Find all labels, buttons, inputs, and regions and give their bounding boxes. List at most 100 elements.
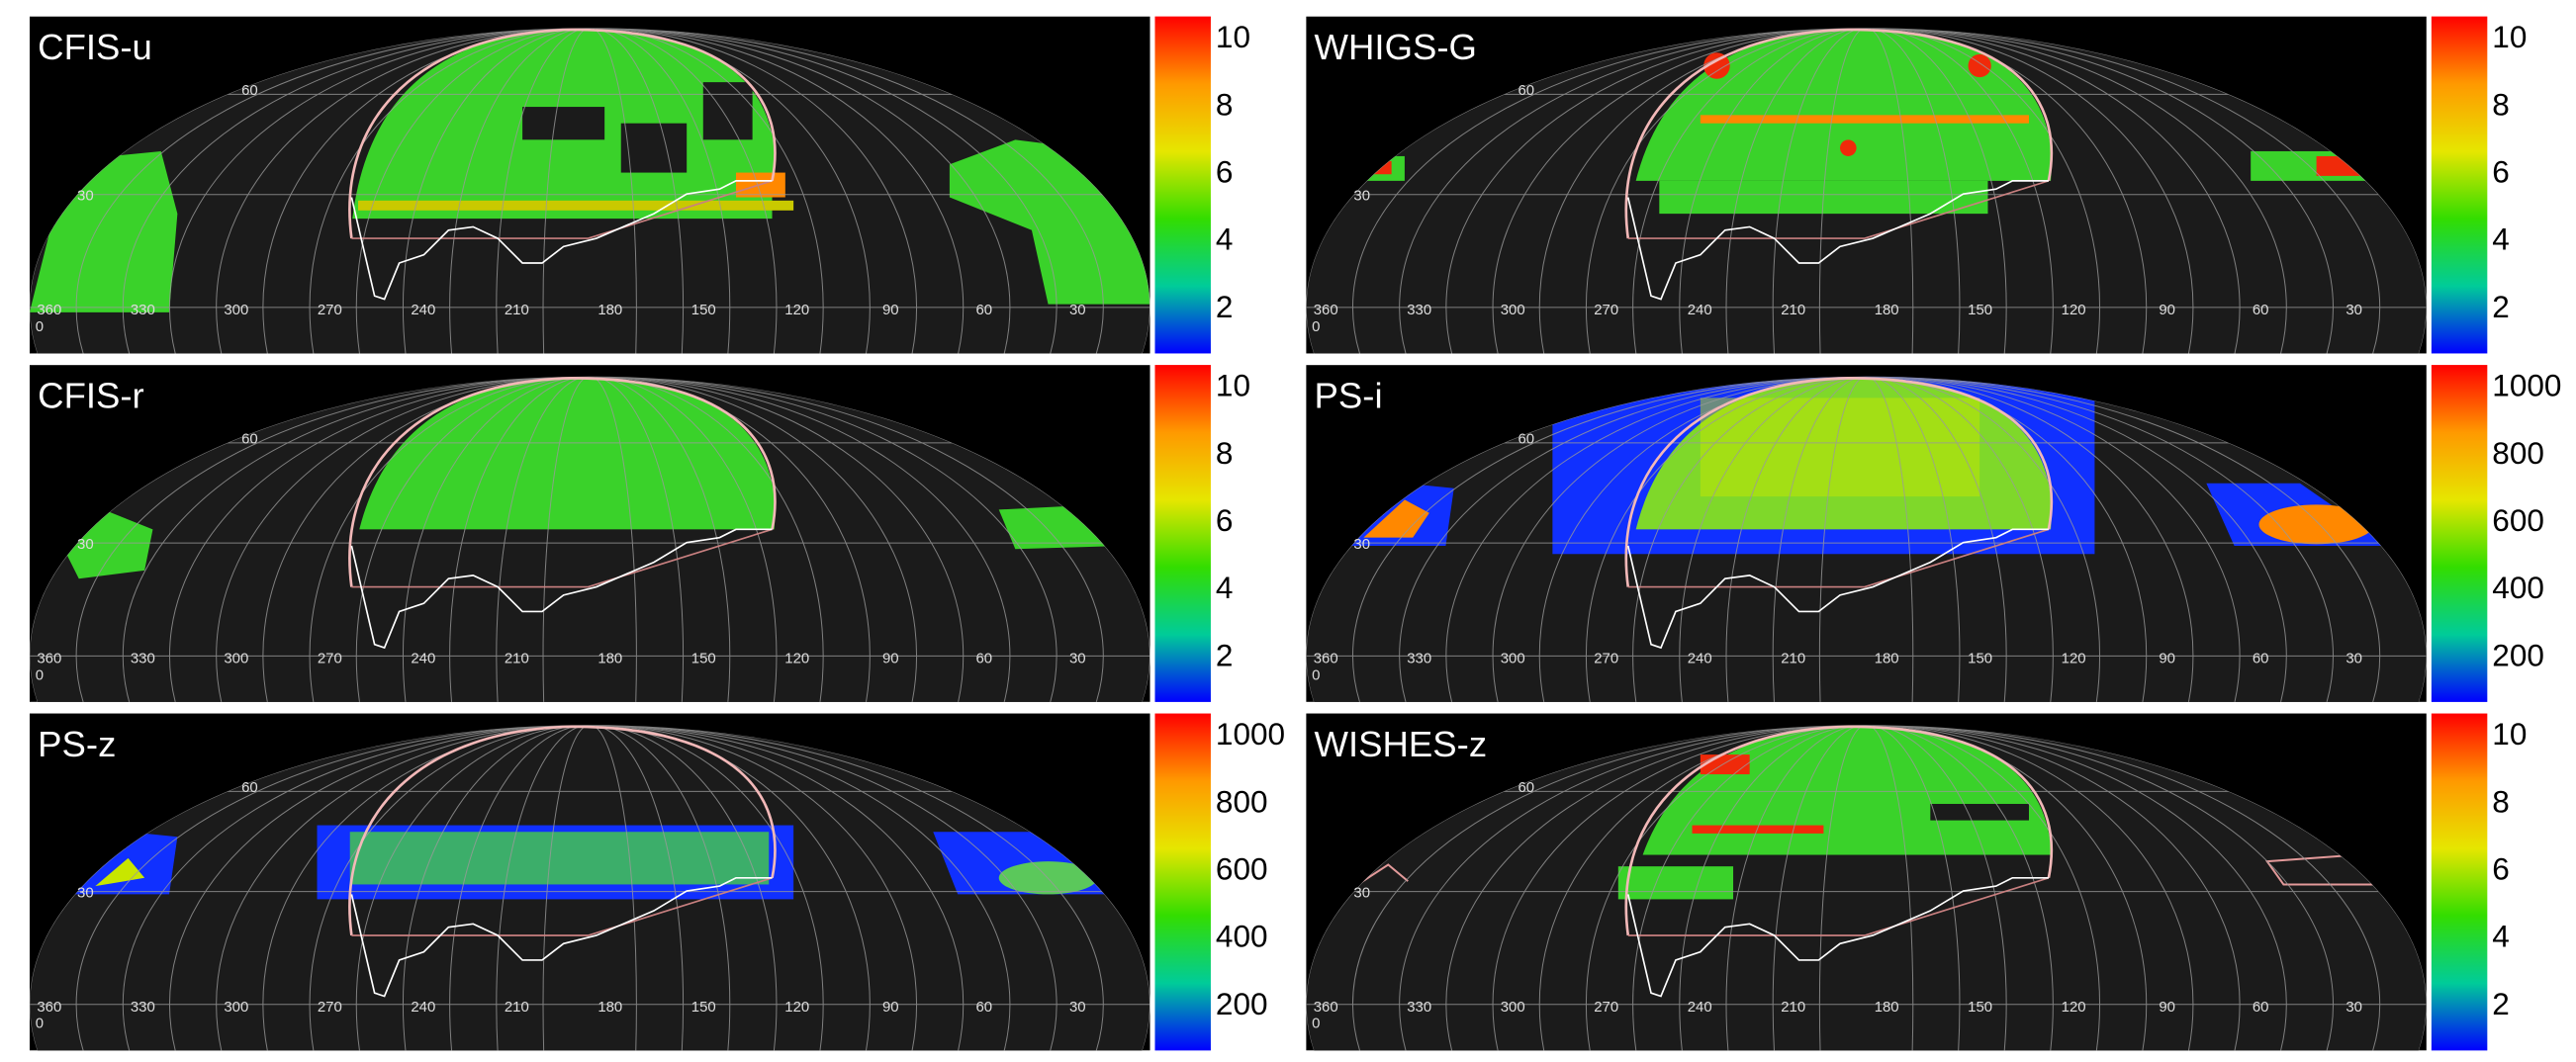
colorbar-tick-label: 6 (2492, 850, 2510, 886)
sky-map-panel: 360 330 300 270 240 210 180 150 120 90 60 3003060CF… (29, 365, 1250, 702)
ra-label: 330 (131, 999, 155, 1016)
ra-label: 240 (1688, 651, 1712, 667)
ra-label: 270 (1594, 651, 1618, 667)
ra-label: 60 (2253, 999, 2269, 1016)
ra-label: 150 (691, 999, 716, 1016)
dec-label: 0 (36, 1016, 44, 1032)
colorbar-tick-label: 2 (2492, 986, 2510, 1021)
coverage-region (1703, 52, 1730, 79)
sky-map-panel: 360 330 300 270 240 210 180 150 120 90 60 3003060CF… (29, 16, 1250, 354)
ra-label: 90 (2159, 651, 2175, 667)
ra-label: 120 (784, 302, 809, 318)
coverage-region (349, 832, 770, 885)
ra-label: 210 (1781, 651, 1805, 667)
colorbar-tick-label: 6 (2492, 154, 2510, 190)
ra-label: 300 (224, 999, 248, 1016)
ra-label: 240 (411, 999, 435, 1016)
survey-footprint (1624, 725, 2054, 936)
ra-label: 270 (318, 999, 342, 1016)
dec-label: 30 (1353, 187, 1370, 204)
dec-label: 30 (1353, 536, 1370, 553)
colorbar-tick-label: 800 (1216, 783, 1268, 819)
colorbar (2431, 713, 2488, 1051)
ra-label: 270 (318, 651, 342, 667)
dec-label: 0 (36, 666, 44, 683)
colorbar-tick-label: 10 (2492, 19, 2527, 54)
colorbar-tick-label: 1000 (1216, 716, 1285, 752)
ra-label: 180 (1875, 651, 1899, 667)
ra-label: 60 (975, 302, 992, 318)
ra-label: 30 (2346, 651, 2362, 667)
survey-footprint (348, 377, 777, 587)
coverage (29, 29, 1150, 312)
ra-label: 330 (1407, 999, 1431, 1016)
graticule (29, 28, 1150, 354)
coverage-region (702, 82, 753, 140)
survey-footprint (1627, 528, 2050, 588)
galactic-boundary (350, 180, 773, 301)
ra-label: 30 (1069, 999, 1086, 1016)
colorbar-tick-label: 600 (1216, 850, 1268, 886)
ra-label: 300 (1501, 302, 1525, 318)
survey-footprint (351, 180, 773, 239)
coverage-region (1840, 139, 1857, 156)
ra-label: 120 (2062, 999, 2086, 1016)
dec-label: 60 (241, 82, 258, 99)
dec-label: 60 (1518, 431, 1534, 448)
ra-label: 120 (784, 999, 809, 1016)
ra-label: 150 (1968, 302, 1992, 318)
ra-label: 150 (1968, 651, 1992, 667)
ra-label: 270 (318, 302, 342, 318)
ra-label: 300 (224, 651, 248, 667)
coverage-region (1692, 825, 1824, 834)
coverage-region (358, 200, 794, 211)
coverage-region (1700, 398, 1980, 497)
graticule (1306, 376, 2427, 702)
galactic-boundary (350, 528, 773, 650)
colorbar (1154, 713, 1211, 1051)
colorbar-tick-label: 4 (2492, 919, 2510, 954)
ra-label: 240 (1688, 999, 1712, 1016)
colorbar-tick-label: 8 (2492, 783, 2510, 819)
panel-title: CFIS-u (38, 27, 152, 67)
ra-label: 180 (1875, 302, 1899, 318)
sky-map-panel: 360 330 300 270 240 210 180 150 120 90 60 3003060PS… (29, 713, 1285, 1051)
dec-label: 0 (1312, 666, 1320, 683)
dec-label: 0 (1312, 1016, 1320, 1032)
survey-footprint (1624, 28, 2054, 239)
colorbar-tick-label: 2 (2492, 289, 2510, 324)
ra-label: 180 (598, 999, 622, 1016)
panel-title: PS-i (1315, 375, 1383, 415)
dec-label: 30 (77, 884, 94, 901)
survey-footprint (348, 28, 777, 239)
survey-footprint (351, 877, 773, 936)
ra-label: 30 (1069, 302, 1086, 318)
ra-label: 180 (598, 651, 622, 667)
colorbar-tick-label: 8 (1216, 435, 1234, 471)
colorbar-tick-label: 4 (2492, 221, 2510, 257)
colorbar-tick-label: 600 (2492, 502, 2544, 538)
coverage-region (1700, 115, 2029, 124)
ra-label: 120 (2062, 651, 2086, 667)
dec-label: 60 (241, 779, 258, 796)
ra-label: 120 (2062, 302, 2086, 318)
ra-label: 240 (411, 651, 435, 667)
sky-map-panel: 360 330 300 270 240 210 180 150 120 90 60 3003060PS… (1306, 365, 2561, 702)
survey-footprint (1624, 377, 2054, 587)
survey-footprint (351, 528, 773, 588)
panel-title: CFIS-r (38, 375, 144, 415)
ra-label: 330 (1407, 651, 1431, 667)
colorbar-tick-label: 400 (1216, 919, 1268, 954)
dec-label: 0 (36, 318, 44, 335)
colorbar-tick-label: 2 (1216, 289, 1234, 324)
ra-label: 210 (1781, 999, 1805, 1016)
ra-label: 360 (1314, 302, 1338, 318)
ra-label: 60 (975, 651, 992, 667)
graticule (1306, 725, 2427, 1051)
panel-title: PS-z (38, 724, 116, 764)
ra-label: 90 (2159, 999, 2175, 1016)
